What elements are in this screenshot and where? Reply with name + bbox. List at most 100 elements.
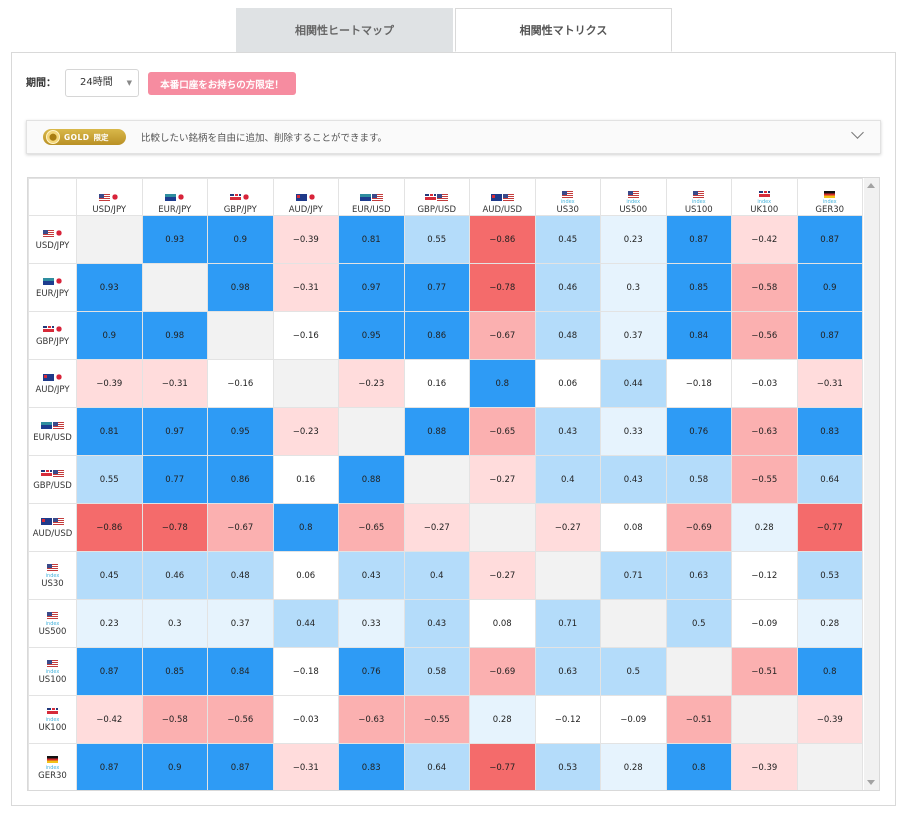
flag-us-icon xyxy=(47,660,58,667)
correlation-cell: 0.9 xyxy=(141,743,208,790)
scroll-up-icon[interactable] xyxy=(867,183,875,188)
table-row: index US500 0.23 0.3 0.37 0.44 0.33 0.43 0.08 0.7… xyxy=(28,599,863,648)
correlation-cell: −0.39 xyxy=(76,359,143,408)
table-row: AUD/USD −0.86 −0.78 −0.67 0.8 −0.65 −0.27 −0.27… xyxy=(28,503,863,552)
correlation-cell: 0.93 xyxy=(141,215,208,264)
flag-uk-icon xyxy=(230,193,242,201)
diagonal-cell xyxy=(338,407,405,456)
correlation-cell: 0.28 xyxy=(469,695,536,744)
column-header: GBP/USD xyxy=(403,178,470,216)
column-header-flags xyxy=(143,192,208,202)
column-header-flags xyxy=(536,189,601,199)
correlation-cell: −0.67 xyxy=(207,503,274,552)
column-header: EUR/JPY xyxy=(141,178,208,216)
diagonal-cell xyxy=(796,743,863,790)
column-header-label: UK100 xyxy=(750,205,779,215)
correlation-cell: 0.64 xyxy=(403,743,470,790)
correlation-cell: 0.77 xyxy=(141,455,208,504)
row-header: EUR/USD xyxy=(28,407,77,456)
column-header-flags xyxy=(470,192,535,202)
correlation-cell: −0.39 xyxy=(796,695,863,744)
table-row: USD/JPY 0.93 0.9 −0.39 0.81 0.55 −0.86 0.45 0.23… xyxy=(28,215,863,264)
chevron-down-icon[interactable] xyxy=(851,126,864,139)
flag-jp-icon xyxy=(307,193,316,201)
chevron-down-icon: ▼ xyxy=(126,79,132,87)
table-row: index US100 0.87 0.85 0.84 −0.18 0.76 0.58 −0.69… xyxy=(28,647,863,696)
correlation-cell: −0.27 xyxy=(469,455,536,504)
column-header-label: GBP/JPY xyxy=(223,205,257,215)
row-header: GBP/USD xyxy=(28,455,77,504)
promo-badge[interactable]: 本番口座をお持ちの方限定！ xyxy=(148,72,296,95)
corner-cell xyxy=(28,178,77,216)
correlation-cell: 0.84 xyxy=(207,647,274,696)
correlation-cell: 0.4 xyxy=(403,551,470,600)
flag-jp-icon xyxy=(242,193,251,201)
row-header-label: US30 xyxy=(41,578,64,589)
scrollbar[interactable] xyxy=(864,178,879,790)
correlation-cell: 0.43 xyxy=(534,407,601,456)
row-header-label: GER30 xyxy=(38,770,67,781)
correlation-cell: −0.56 xyxy=(207,695,274,744)
column-header-flags xyxy=(339,192,404,202)
column-header-flags xyxy=(601,189,666,199)
correlation-cell: 0.58 xyxy=(403,647,470,696)
correlation-cell: 0.87 xyxy=(796,215,863,264)
index-tag: index xyxy=(757,199,772,205)
index-tag: index xyxy=(691,199,706,205)
correlation-cell: 0.81 xyxy=(76,407,143,456)
flag-au-icon xyxy=(295,193,307,201)
correlation-cell: 0.3 xyxy=(141,599,208,648)
flag-jp-icon xyxy=(54,229,63,237)
index-tag: index xyxy=(45,620,60,627)
tab-matrix[interactable]: 相関性マトリクス xyxy=(455,8,672,52)
correlation-cell: 0.08 xyxy=(600,503,667,552)
correlation-cell: 0.45 xyxy=(534,215,601,264)
correlation-cell: 0.43 xyxy=(600,455,667,504)
correlation-cell: −0.69 xyxy=(665,503,732,552)
index-tag: index xyxy=(45,668,60,675)
row-header-flags xyxy=(29,659,76,669)
scroll-down-icon[interactable] xyxy=(867,780,875,785)
correlation-cell: −0.09 xyxy=(731,599,798,648)
flag-us-icon xyxy=(371,193,383,201)
correlation-cell: 0.8 xyxy=(272,503,339,552)
diagonal-cell xyxy=(731,695,798,744)
tab-heatmap[interactable]: 相関性ヒートマップ xyxy=(236,8,453,52)
row-header: AUD/USD xyxy=(28,503,77,552)
row-header-flags xyxy=(29,707,76,717)
correlation-cell: 0.8 xyxy=(796,647,863,696)
correlation-cell: −0.63 xyxy=(731,407,798,456)
correlation-cell: −0.78 xyxy=(141,503,208,552)
row-header: EUR/JPY xyxy=(28,263,77,312)
index-tag: index xyxy=(45,764,60,771)
diagonal-cell xyxy=(403,455,470,504)
gold-coin-icon: ⬤ xyxy=(46,130,60,144)
flag-us-icon xyxy=(53,517,64,525)
row-header: USD/JPY xyxy=(28,215,77,264)
correlation-cell: 0.46 xyxy=(534,263,601,312)
row-header-flags xyxy=(29,228,76,238)
gold-feature-banner[interactable]: ⬤ GOLD 限定 比較したい銘柄を自由に追加、削除することができます。 xyxy=(26,120,881,154)
correlation-cell: −0.55 xyxy=(403,695,470,744)
row-header-label: US100 xyxy=(38,674,67,685)
flag-de-icon xyxy=(824,190,836,198)
row-header: index US30 xyxy=(28,551,77,600)
correlation-cell: 0.98 xyxy=(141,311,208,360)
flag-eu-icon xyxy=(359,193,371,201)
flag-de-icon xyxy=(47,756,58,763)
row-header-flags xyxy=(29,468,76,478)
correlation-cell: 0.55 xyxy=(403,215,470,264)
row-header-flags xyxy=(29,755,76,765)
period-select[interactable]: 24時間 ▼ xyxy=(65,69,139,97)
correlation-cell: 0.53 xyxy=(534,743,601,790)
correlation-cell: 0.9 xyxy=(207,215,274,264)
correlation-cell: −0.77 xyxy=(469,743,536,790)
correlation-cell: 0.06 xyxy=(272,551,339,600)
correlation-cell: −0.27 xyxy=(469,551,536,600)
correlation-cell: 0.87 xyxy=(76,647,143,696)
column-header-label: US30 xyxy=(556,205,579,215)
column-header: GBP/JPY xyxy=(207,178,274,216)
row-header: index GER30 xyxy=(28,743,77,790)
column-header-flags xyxy=(208,192,273,202)
table-row: index GER30 0.87 0.9 0.87 −0.31 0.83 0.64 −0.77 0… xyxy=(28,743,863,790)
